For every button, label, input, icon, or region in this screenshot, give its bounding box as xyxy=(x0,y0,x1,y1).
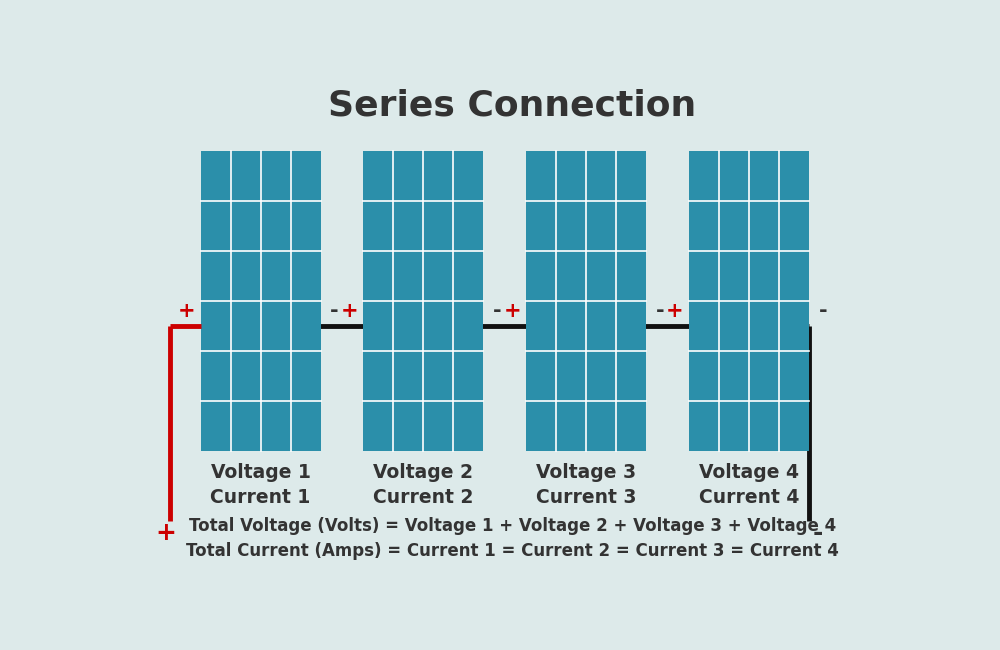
Bar xyxy=(526,151,646,451)
Text: Voltage 4
Current 4: Voltage 4 Current 4 xyxy=(699,463,799,508)
Text: Total Current (Amps) = Current 1 = Current 2 = Current 3 = Current 4: Total Current (Amps) = Current 1 = Curre… xyxy=(186,542,839,560)
Text: Series Connection: Series Connection xyxy=(328,88,697,123)
Bar xyxy=(526,151,646,451)
Text: -: - xyxy=(813,521,823,545)
Text: -: - xyxy=(330,301,339,320)
Text: +: + xyxy=(666,301,684,320)
Text: Voltage 1
Current 1: Voltage 1 Current 1 xyxy=(210,463,311,508)
Text: Voltage 2
Current 2: Voltage 2 Current 2 xyxy=(373,463,474,508)
Bar xyxy=(201,151,321,451)
Bar xyxy=(363,151,483,451)
Text: +: + xyxy=(341,301,358,320)
Text: Voltage 3
Current 3: Voltage 3 Current 3 xyxy=(536,463,636,508)
Bar xyxy=(363,151,483,451)
Text: -: - xyxy=(493,301,502,320)
Text: +: + xyxy=(155,521,176,545)
Text: Total Voltage (Volts) = Voltage 1 + Voltage 2 + Voltage 3 + Voltage 4: Total Voltage (Volts) = Voltage 1 + Volt… xyxy=(189,517,836,535)
Text: +: + xyxy=(503,301,521,320)
Text: -: - xyxy=(819,301,827,320)
Bar xyxy=(201,151,321,451)
Bar xyxy=(689,151,809,451)
Text: +: + xyxy=(178,301,195,320)
Text: -: - xyxy=(656,301,664,320)
Bar xyxy=(689,151,809,451)
